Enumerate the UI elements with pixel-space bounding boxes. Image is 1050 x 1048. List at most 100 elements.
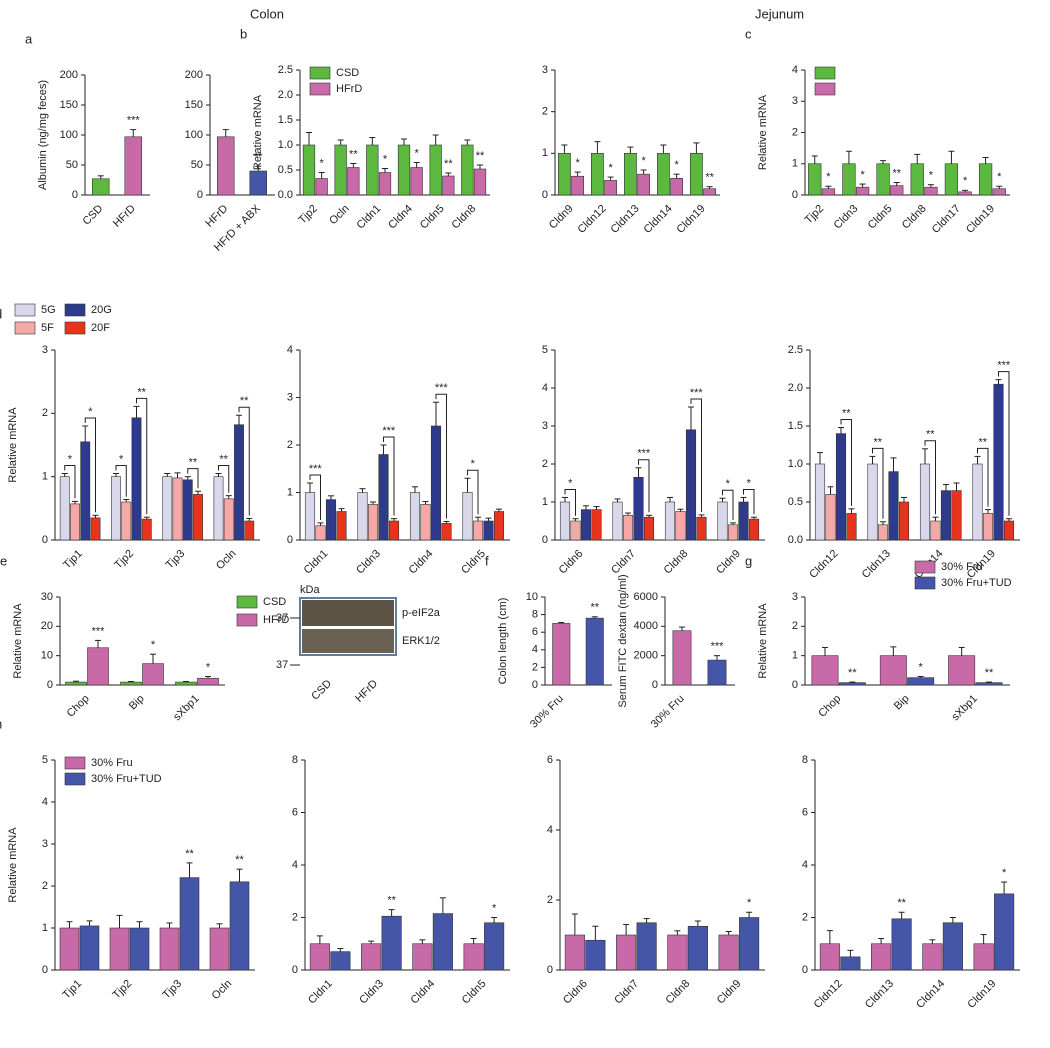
y-axis-label: Relative mRNA [7, 407, 19, 483]
legend-label: 20F [91, 322, 110, 334]
significance-bracket [872, 447, 884, 519]
panel-title: Jejunum [755, 6, 804, 21]
bar [570, 520, 581, 541]
bar [877, 524, 889, 541]
bar [675, 511, 686, 541]
significance: ** [705, 172, 714, 184]
y-tick-label: 4 [292, 859, 298, 871]
y-tick-label: 2 [42, 880, 48, 892]
y-tick-label: 100 [60, 129, 78, 141]
y-tick-label: 6 [292, 806, 298, 818]
significance-bracket [435, 393, 447, 519]
x-tick-label: Cldn1 [302, 548, 331, 577]
significance-bracket [722, 489, 734, 520]
significance-bracket [136, 397, 148, 515]
x-tick-label: Cldn12 [812, 978, 845, 1011]
blot-band [302, 600, 394, 626]
significance: ** [892, 167, 901, 179]
y-tick-label: 100 [185, 129, 203, 141]
bar [249, 170, 267, 196]
bar [162, 476, 173, 541]
bar [590, 153, 604, 196]
bar [664, 501, 676, 541]
significance: * [747, 897, 752, 909]
y-tick-label: 1 [542, 496, 548, 508]
bar [493, 511, 505, 541]
significance: * [674, 159, 679, 171]
x-tick-label: Cldn1 [355, 203, 384, 232]
y-tick-label: 20 [41, 620, 53, 632]
bar [672, 630, 692, 686]
legend-swatch [64, 303, 86, 317]
bar [409, 492, 421, 541]
legend-label: HFrD [336, 83, 362, 95]
y-tick-label: 1 [42, 922, 48, 934]
legend-swatch [236, 613, 258, 627]
bar [193, 494, 203, 541]
significance: * [320, 157, 325, 169]
significance: * [119, 453, 124, 465]
y-tick-label: 4 [547, 824, 553, 836]
legend-label: 30% Fru [91, 757, 133, 769]
x-tick-label: Bip [892, 693, 912, 713]
panel-letter: b [240, 26, 247, 41]
x-tick-label: Cldn14 [914, 978, 947, 1011]
significance-bracket [690, 398, 702, 512]
bar [357, 492, 368, 541]
y-tick-label: 3 [287, 391, 293, 403]
bar [420, 504, 431, 541]
significance: *** [711, 641, 725, 653]
bar [397, 144, 411, 196]
bar [80, 441, 91, 541]
significance: ** [985, 667, 994, 679]
blot-band-label: p-eIF2a [402, 607, 441, 619]
y-tick-label: 2 [542, 458, 548, 470]
x-tick-label: sXbp1 [171, 693, 202, 724]
significance: ** [590, 602, 599, 614]
x-tick-label: Cldn8 [450, 203, 479, 232]
bar [687, 925, 708, 971]
legend-label: 5F [41, 322, 54, 334]
y-tick-label: 0 [292, 964, 298, 976]
legend-label: HFrD [263, 614, 289, 626]
y-tick-label: 1.0 [278, 139, 293, 151]
x-tick-label: Chop [816, 693, 843, 720]
y-tick-label: 4 [792, 64, 798, 76]
significance: *** [92, 625, 106, 637]
bar [557, 153, 571, 196]
bar [109, 927, 130, 971]
x-tick-label: Tjp1 [61, 548, 85, 572]
bar [412, 943, 433, 971]
significance: ** [978, 436, 987, 448]
x-tick-label: Ocln [210, 978, 234, 1002]
significance: * [963, 175, 968, 187]
legend-swatch [814, 82, 836, 96]
x-tick-label: Tjp1 [61, 978, 85, 1002]
panel-letter: a [25, 31, 33, 46]
x-tick-label: Cldn13 [863, 978, 896, 1011]
bar [842, 163, 856, 196]
significance: * [929, 170, 934, 182]
significance: ** [185, 848, 194, 860]
legend-swatch [64, 756, 86, 770]
significance-bracket [840, 419, 852, 506]
x-tick-label: Cldn8 [663, 978, 692, 1007]
legend-label: 20G [91, 304, 112, 316]
bar [462, 492, 473, 541]
significance: ** [189, 457, 198, 469]
significance: * [151, 639, 156, 651]
y-tick-label: 150 [60, 99, 78, 111]
bar [304, 492, 316, 541]
y-tick-label: 0 [72, 189, 78, 201]
bar [910, 163, 924, 196]
bar [92, 178, 110, 196]
x-tick-label: 30% Fru [649, 693, 687, 731]
significance: ** [897, 897, 906, 909]
y-tick-label: 10 [41, 650, 53, 662]
bar [70, 503, 80, 541]
y-tick-label: 8 [802, 754, 808, 766]
x-tick-label: Cldn4 [408, 978, 437, 1007]
significance: * [415, 147, 420, 159]
significance: ** [137, 386, 146, 398]
